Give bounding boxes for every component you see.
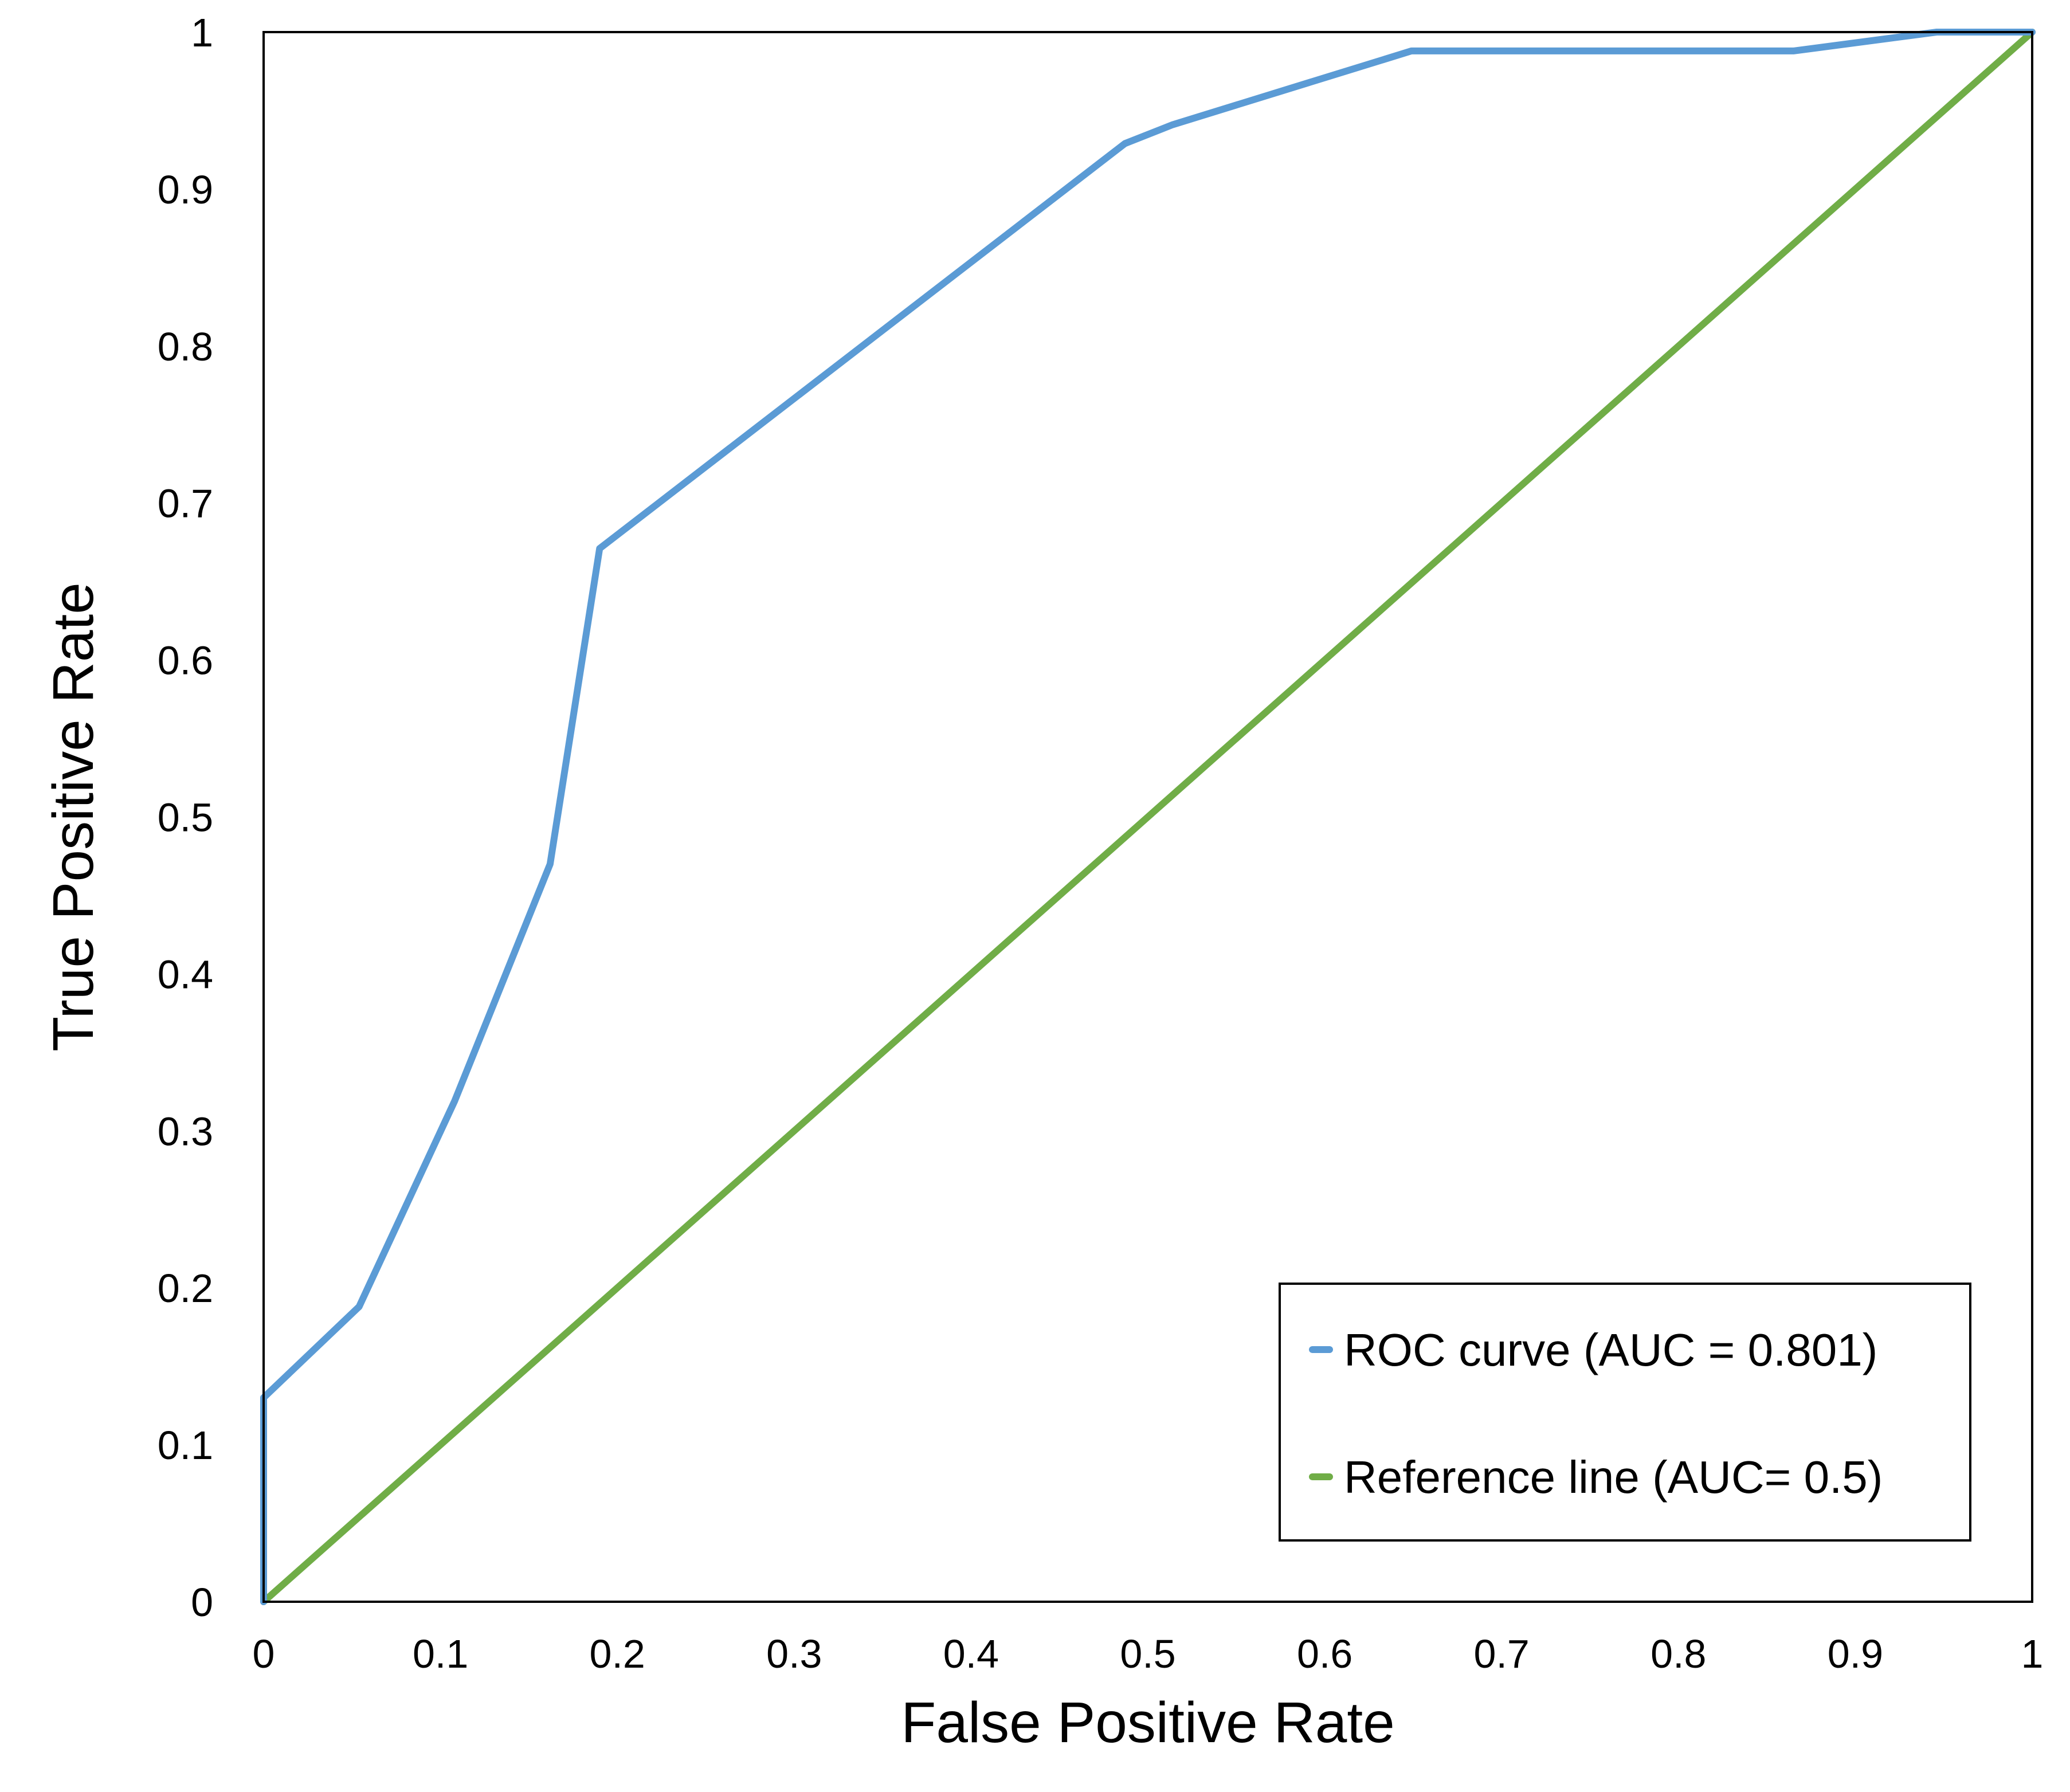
- legend: ROC curve (AUC = 0.801) Reference line (…: [1279, 1283, 1971, 1542]
- legend-label-roc: ROC curve (AUC = 0.801): [1344, 1324, 1877, 1375]
- x-tick-label: 1: [2021, 1632, 2044, 1676]
- x-axis-ticks: 0 0.1 0.2 0.3 0.4 0.5 0.6 0.7 0.8 0.9 1: [253, 1632, 2044, 1676]
- legend-box: [1279, 1283, 1971, 1542]
- y-tick-label: 0.4: [158, 952, 213, 997]
- x-tick-label: 0: [253, 1632, 275, 1676]
- x-tick-label: 0.6: [1297, 1632, 1352, 1676]
- x-tick-label: 0.1: [413, 1632, 468, 1676]
- y-tick-label: 0.1: [158, 1423, 213, 1468]
- x-tick-label: 0.3: [766, 1632, 822, 1676]
- y-tick-label: 0.9: [158, 167, 213, 212]
- y-tick-label: 0.2: [158, 1266, 213, 1311]
- reference-line: [260, 29, 2036, 1605]
- plot-series: [260, 29, 2036, 1605]
- y-tick-label: 0.3: [158, 1109, 213, 1154]
- x-axis-title: False Positive Rate: [901, 1691, 1394, 1755]
- x-tick-label: 0.9: [1828, 1632, 1883, 1676]
- x-tick-label: 0.4: [943, 1632, 999, 1676]
- y-axis-title: True Positive Rate: [41, 582, 105, 1052]
- x-tick-label: 0.5: [1120, 1632, 1175, 1676]
- plot-frame: [262, 31, 2033, 1603]
- x-tick-label: 0.8: [1650, 1632, 1706, 1676]
- x-tick-label: 0.7: [1474, 1632, 1530, 1676]
- y-tick-label: 0.8: [158, 324, 213, 369]
- y-tick-label: 0: [191, 1580, 213, 1625]
- y-tick-label: 0.6: [158, 638, 213, 683]
- roc-curve-line: [260, 29, 2036, 1605]
- y-tick-label: 0.7: [158, 481, 213, 526]
- y-axis-ticks: 0 0.1 0.2 0.3 0.4 0.5 0.6 0.7 0.8 0.9 1: [158, 10, 213, 1625]
- y-tick-label: 0.5: [158, 795, 213, 840]
- y-tick-label: 1: [191, 10, 213, 55]
- legend-label-reference: Reference line (AUC= 0.5): [1344, 1452, 1883, 1503]
- x-tick-label: 0.2: [590, 1632, 645, 1676]
